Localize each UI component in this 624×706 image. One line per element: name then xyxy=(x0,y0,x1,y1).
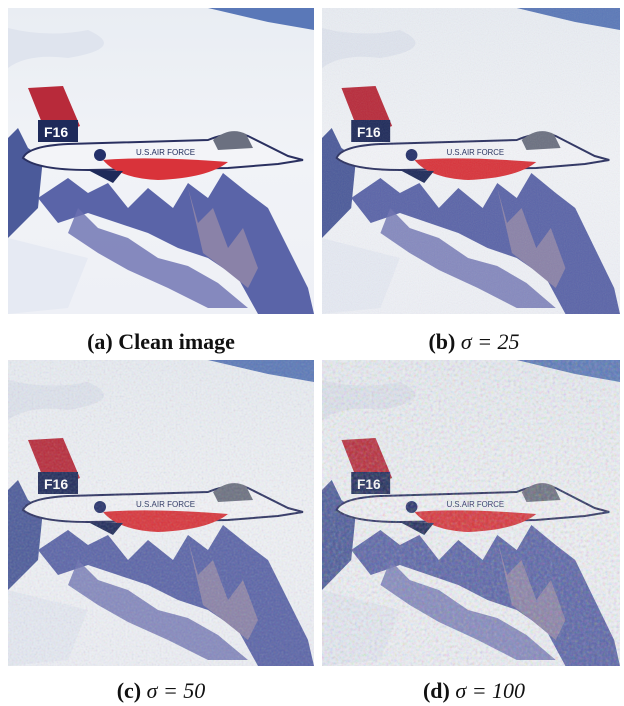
clean-image xyxy=(8,8,314,314)
caption: (a) Clean image xyxy=(5,329,317,355)
noisy-image-100 xyxy=(322,360,620,666)
caption-label: (c) xyxy=(116,678,142,703)
noisy-image-25 xyxy=(322,8,620,314)
caption: (c) σ = 50 xyxy=(5,678,317,704)
caption-label: (b) xyxy=(428,329,456,354)
caption: (d) σ = 100 xyxy=(318,678,624,704)
noisy-image-50 xyxy=(8,360,314,666)
caption-text: Clean image xyxy=(118,329,235,354)
caption-text: σ = 100 xyxy=(455,678,526,703)
caption-text: σ = 25 xyxy=(460,329,520,354)
caption-text: σ = 50 xyxy=(146,678,206,703)
caption: (b) σ = 25 xyxy=(318,329,624,355)
caption-label: (d) xyxy=(422,678,450,703)
caption-label: (a) xyxy=(87,329,113,354)
